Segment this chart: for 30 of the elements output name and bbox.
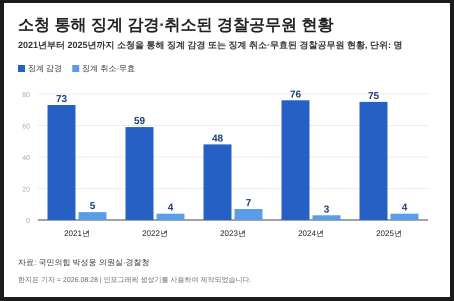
x-tick-label: 2021년	[64, 229, 90, 238]
x-tick-label: 2023년	[220, 229, 246, 238]
chart-title: 소청 통해 징계 감경·취소된 경찰공무원 현황	[18, 17, 334, 34]
x-tick-label: 2025년	[376, 229, 402, 238]
bar	[48, 105, 76, 220]
bar	[390, 214, 418, 220]
data-label: 73	[56, 94, 68, 106]
data-label: 3	[324, 204, 330, 216]
bar	[78, 212, 106, 220]
data-label: 76	[290, 89, 302, 100]
bar	[360, 102, 388, 220]
data-label: 4	[168, 202, 174, 214]
bar	[282, 100, 310, 220]
data-label: 75	[368, 90, 380, 102]
data-label: 4	[402, 202, 408, 214]
bar	[126, 127, 154, 220]
data-label: 59	[134, 116, 146, 128]
bar	[156, 214, 184, 220]
bar	[204, 144, 232, 220]
legend-label: 징계 취소·무효	[82, 64, 136, 73]
data-label: 48	[212, 133, 224, 144]
x-tick-label: 2024년	[298, 229, 324, 238]
data-label: 7	[246, 198, 252, 209]
x-tick-label: 2022년	[142, 229, 168, 238]
legend-label: 징계 감경	[28, 64, 62, 73]
chart-subtitle: 2021년부터 2025년까지 소청을 통해 징계 감경 또는 징계 취소·무효된 경찰공무원 현황, 단위: 명	[18, 40, 403, 50]
bar	[312, 215, 340, 220]
data-label: 5	[90, 201, 96, 212]
text: 자료: 국민의힘 박성웅 의원실·경찰청	[18, 258, 150, 267]
bar	[234, 208, 262, 220]
